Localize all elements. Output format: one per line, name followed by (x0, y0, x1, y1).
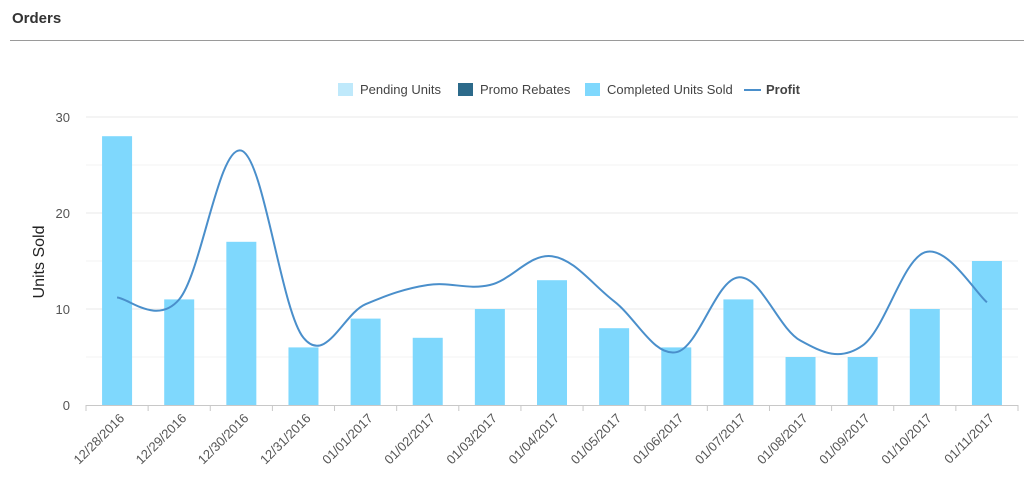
legend-label: Completed Units Sold (607, 82, 733, 97)
y-tick-label: 0 (63, 398, 70, 413)
x-tick-label: 12/31/2016 (257, 411, 314, 468)
legend-swatch (458, 83, 473, 96)
bar-completed-units-sold[interactable] (599, 328, 630, 405)
x-tick-label: 01/11/2017 (941, 411, 997, 467)
legend-swatch (585, 83, 600, 96)
x-tick-label: 01/07/2017 (692, 411, 749, 468)
axes: 0 10 20 30 12/28/2016 12/29/2016 12/30/2016 12/… (56, 110, 1019, 468)
bar-completed-units-sold[interactable] (412, 337, 443, 405)
header-divider (10, 40, 1024, 41)
legend-item-pending-units[interactable]: Pending Units (338, 82, 441, 97)
x-tick-label: 12/30/2016 (195, 411, 252, 468)
x-tick-label: 01/02/2017 (381, 411, 438, 468)
x-tick-label: 01/10/2017 (878, 411, 935, 468)
y-tick-label: 20 (56, 206, 70, 221)
profit-line-group (116, 149, 988, 356)
x-tick-label: 01/05/2017 (568, 411, 625, 468)
x-tick-label: 01/03/2017 (443, 411, 500, 468)
bar-completed-units-sold[interactable] (847, 357, 878, 405)
y-axis-label: Units Sold (31, 226, 48, 299)
legend-label: Profit (766, 82, 801, 97)
bar-completed-units-sold[interactable] (537, 280, 567, 405)
bar-completed-units-sold[interactable] (971, 261, 1002, 405)
x-tick-label: 01/01/2017 (319, 411, 376, 468)
legend-label: Pending Units (360, 82, 441, 97)
x-tick-label: 01/08/2017 (754, 411, 811, 468)
bar-completed-units-sold[interactable] (226, 241, 257, 405)
legend: Pending Units Promo Rebates Completed Unit… (338, 82, 801, 97)
legend-item-completed-units-sold[interactable]: Completed Units Sold (585, 82, 733, 97)
legend-label: Promo Rebates (480, 82, 571, 97)
x-tick-label: 12/29/2016 (133, 411, 190, 468)
bar-completed-units-sold[interactable] (102, 136, 133, 405)
bars (102, 136, 1002, 405)
legend-swatch (338, 83, 353, 96)
bar-completed-units-sold[interactable] (350, 318, 381, 405)
legend-item-promo-rebates[interactable]: Promo Rebates (458, 82, 571, 97)
y-tick-label: 30 (56, 110, 70, 125)
bar-completed-units-sold[interactable] (164, 299, 195, 405)
x-tick-label: 01/06/2017 (630, 411, 687, 468)
x-tick-label: 01/04/2017 (505, 411, 562, 468)
bar-completed-units-sold[interactable] (723, 299, 754, 405)
x-tick-label: 12/28/2016 (71, 411, 128, 468)
bar-completed-units-sold[interactable] (288, 347, 319, 405)
profit-line[interactable] (116, 149, 988, 356)
bar-completed-units-sold[interactable] (785, 357, 816, 405)
bar-completed-units-sold[interactable] (474, 309, 505, 405)
legend-item-profit[interactable]: Profit (744, 82, 801, 97)
x-tick-label: 01/09/2017 (816, 411, 873, 468)
y-tick-label: 10 (56, 302, 70, 317)
bar-completed-units-sold[interactable] (661, 347, 692, 405)
page-title: Orders (12, 10, 62, 27)
bar-completed-units-sold[interactable] (909, 309, 940, 405)
